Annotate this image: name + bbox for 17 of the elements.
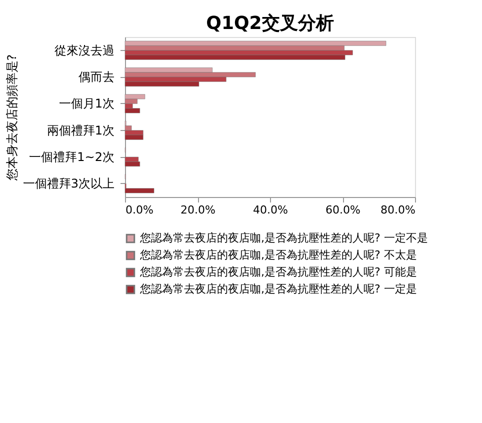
y-tick-label: 兩個禮拜1次: [46, 123, 114, 138]
y-tick-label: 一個月1次: [58, 96, 114, 111]
legend-label: 您認為常去夜店的夜店咖,是否為抗壓性差的人呢? 可能是: [139, 266, 417, 278]
y-tick-label: 一個禮拜3次以上: [22, 176, 114, 191]
x-tick-label: 20.0%: [180, 204, 216, 216]
legend-label: 您認為常去夜店的夜店咖,是否為抗壓性差的人呢? 一定不是: [139, 232, 428, 244]
legend-label: 您認為常去夜店的夜店咖,是否為抗壓性差的人呢? 不太是: [139, 248, 417, 262]
y-tick-label: 從來沒去過: [54, 43, 114, 58]
x-tick-label: 80.0%: [380, 204, 416, 216]
y-tick-label: 偶而去: [78, 70, 114, 84]
chart-title: Q1Q2交叉分析: [206, 13, 334, 34]
x-tick-label: 0.0%: [126, 204, 154, 216]
legend-label: 您認為常去夜店的夜店咖,是否為抗壓性差的人呢? 一定是: [139, 282, 417, 296]
x-tick-label: 40.0%: [253, 204, 288, 216]
y-tick-label: 一個禮拜1~2次: [29, 150, 114, 164]
x-tick-label: 60.0%: [326, 204, 360, 216]
y-axis-title: 您本身去夜店的頻率是?: [4, 54, 19, 182]
